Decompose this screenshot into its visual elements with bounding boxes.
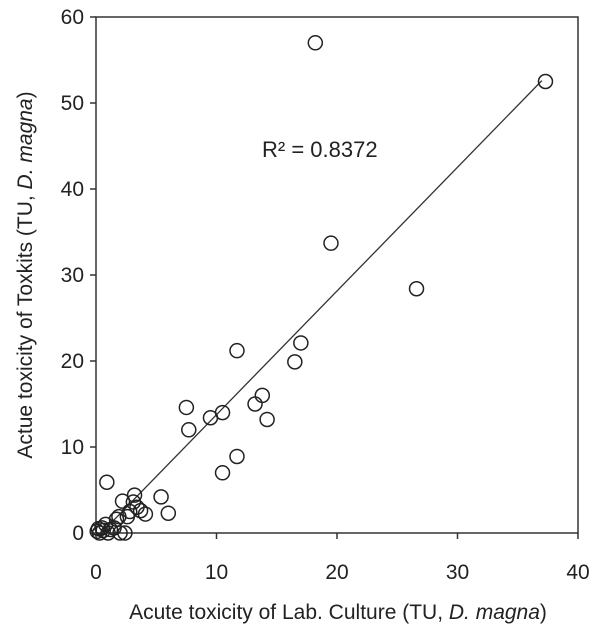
data-point: [214, 404, 231, 421]
data-point: [126, 487, 143, 503]
y-tick-label: 50: [61, 92, 84, 115]
data-point: [214, 465, 231, 481]
data-point: [259, 411, 275, 428]
y-axis-label: Actue toxicity of Toxkits (TU, D. magna): [14, 91, 37, 458]
y-axis-label-prefix: Actue toxicity of Toxkits (TU,: [14, 189, 37, 458]
data-point: [99, 474, 115, 491]
data-point: [132, 502, 149, 519]
data-points: [89, 35, 554, 541]
x-axis-label-species: D. magna: [449, 601, 540, 624]
plot-frame: [95, 16, 579, 534]
x-axis-label: Acute toxicity of Lab. Culture (TU, D. m…: [129, 601, 547, 624]
data-point: [181, 422, 197, 438]
data-point: [323, 235, 339, 251]
x-axis-label-prefix: Acute toxicity of Lab. Culture (TU,: [129, 601, 449, 624]
x-tick-label: 40: [566, 561, 589, 584]
data-point: [178, 399, 195, 416]
y-tick-label: 20: [61, 350, 84, 373]
data-point: [287, 354, 303, 370]
y-tick-label: 0: [72, 522, 84, 545]
data-point: [112, 525, 128, 541]
data-point: [307, 35, 324, 51]
data-point: [117, 525, 133, 541]
y-tick-label: 40: [61, 178, 84, 201]
y-tick-label: 30: [61, 264, 84, 287]
x-tick-label: 10: [205, 561, 228, 584]
data-point: [293, 335, 309, 351]
data-point: [537, 73, 554, 90]
r-squared-annotation: R² = 0.8372: [262, 137, 378, 162]
x-tick-label: 20: [325, 561, 348, 584]
data-point: [111, 508, 127, 525]
x-axis-ticks: 0 10 20 30 40: [90, 533, 590, 584]
x-tick-label: 30: [446, 561, 469, 584]
y-axis-label-suffix: ): [14, 91, 37, 98]
x-tick-label: 0: [90, 561, 102, 584]
data-point: [160, 505, 177, 521]
x-axis-label-suffix: ): [540, 601, 547, 624]
y-axis-label-species: D. magna: [14, 98, 37, 189]
y-tick-label: 10: [61, 436, 84, 459]
y-axis-ticks: 0 10 20 30 40 50 60: [61, 6, 96, 545]
data-point: [137, 506, 154, 522]
data-point: [229, 448, 245, 465]
data-point: [229, 342, 245, 359]
data-point: [408, 281, 425, 297]
data-point: [247, 396, 263, 412]
data-point: [254, 387, 271, 404]
data-point: [153, 489, 169, 505]
y-tick-label: 60: [61, 6, 84, 29]
trendline: [99, 80, 543, 536]
data-point: [114, 493, 131, 509]
plot-border: [95, 16, 579, 534]
